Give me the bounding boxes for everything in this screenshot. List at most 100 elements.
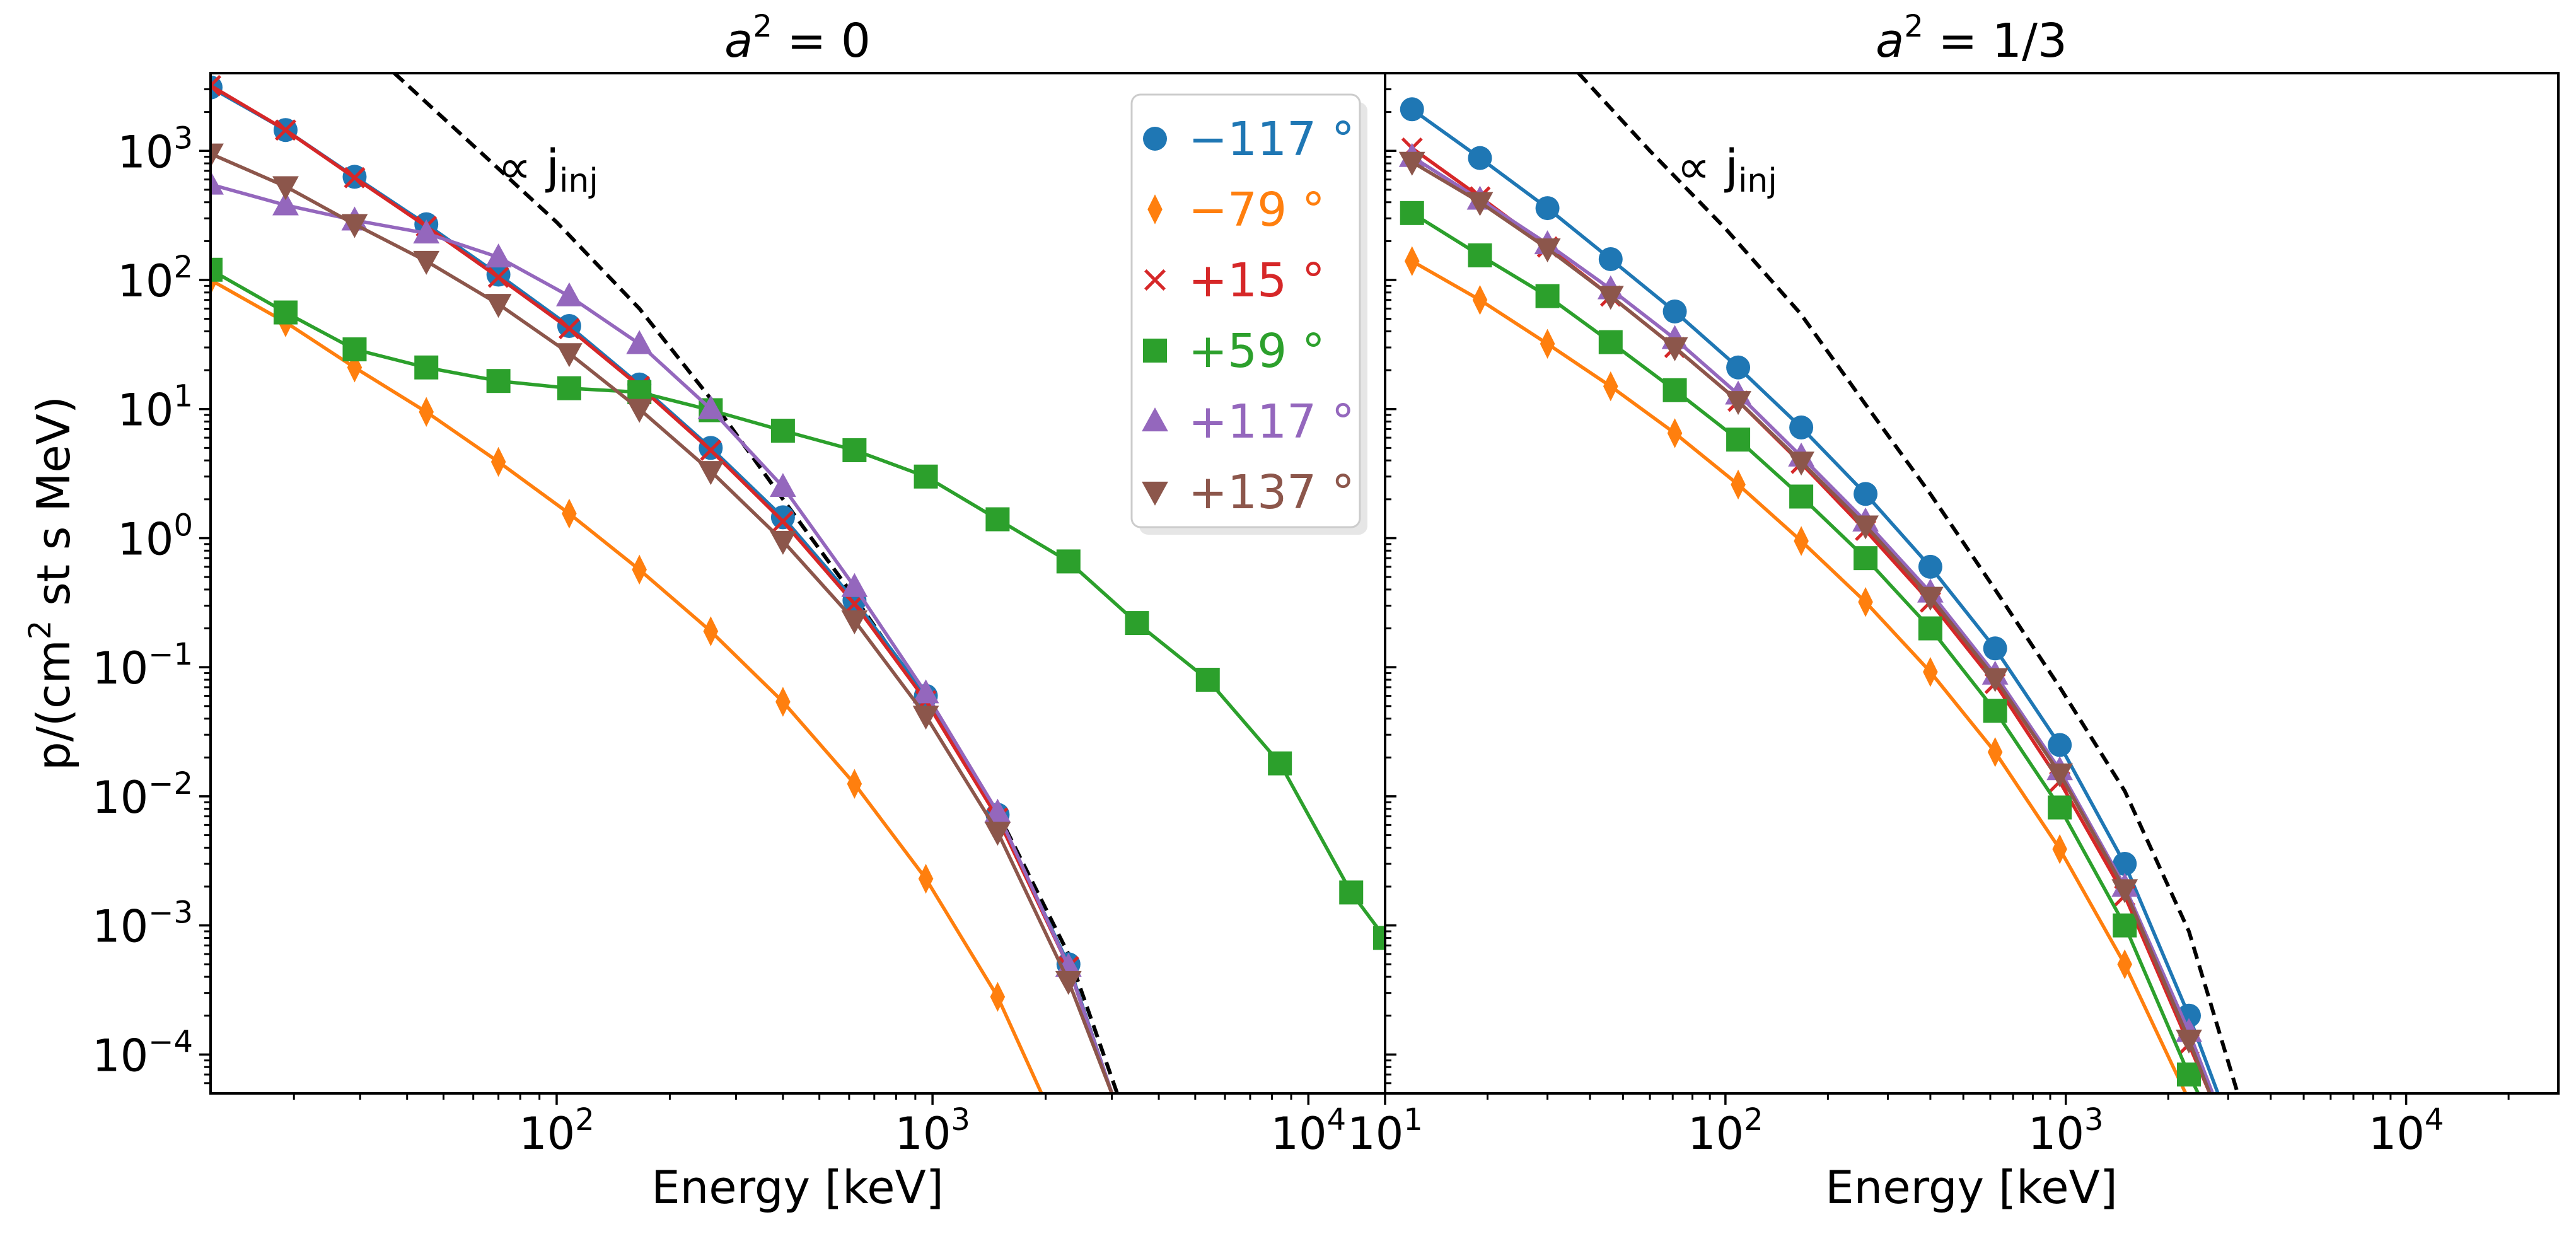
y-tick-label-exponent: −2	[148, 766, 193, 801]
data-point	[775, 687, 791, 717]
data-point	[562, 498, 577, 529]
x-tick-label-exponent: 2	[1744, 1102, 1763, 1138]
x-axis-label-left: Energy [keV]	[651, 1161, 944, 1214]
legend-marker	[1147, 194, 1163, 224]
legend-label: +59 °	[1188, 324, 1325, 378]
panel-right-jinj-annotation: ∝ jinj	[1677, 140, 1777, 200]
data-point	[990, 982, 1006, 1012]
x-tick-label: 104	[1270, 1102, 1346, 1160]
data-point	[1667, 418, 1683, 448]
data-point	[413, 219, 440, 244]
data-point	[1789, 484, 1814, 509]
series-circle	[1400, 97, 2220, 1093]
data-point	[490, 446, 506, 477]
y-tick-label-base: 10	[92, 901, 148, 953]
data-point	[1662, 378, 1687, 402]
x-tick-label: 103	[895, 1102, 970, 1160]
series-line	[1411, 155, 2215, 1093]
data-point	[1468, 243, 1492, 268]
reference-jinj-curve	[1577, 73, 2240, 1093]
data-point	[626, 330, 653, 354]
data-point	[1398, 151, 1425, 176]
data-point	[1918, 616, 1942, 641]
data-point	[1854, 482, 1878, 506]
panel-right-plot-area	[1398, 73, 2240, 1093]
legend-items: −117 ° −79 ° +15 ° +59 ° +117 ° +137 °	[1142, 112, 1355, 520]
y-tick-label: 10−4	[92, 1024, 193, 1081]
data-point	[847, 769, 862, 799]
legend-label: −117 °	[1188, 112, 1355, 166]
x-tick-label-base: 10	[519, 1108, 575, 1160]
x-tick-label: 103	[2028, 1102, 2104, 1160]
data-point	[1598, 330, 1623, 354]
data-point	[2113, 913, 2137, 938]
data-point	[2048, 733, 2072, 757]
series-triangle-down	[1398, 151, 2212, 1093]
legend-entry: +137 °	[1142, 465, 1355, 520]
data-point	[2052, 834, 2067, 864]
y-tick-label-base: 10	[117, 255, 173, 307]
series-line	[1411, 211, 2200, 1093]
data-point	[697, 461, 724, 486]
x-tick-label-exponent: 3	[951, 1102, 970, 1138]
data-point	[626, 399, 653, 423]
y-tick-label-base: 10	[92, 772, 148, 824]
data-point	[1726, 355, 1751, 380]
data-point	[985, 507, 1010, 532]
x-tick-label-exponent: 3	[2084, 1102, 2104, 1138]
data-point	[1662, 299, 1687, 323]
x-tick-label-exponent: 4	[2425, 1102, 2444, 1138]
data-point	[1598, 247, 1623, 271]
series-line	[211, 84, 1114, 1093]
legend-marker	[1143, 127, 1167, 151]
x-axis-label-right: Energy [keV]	[1825, 1161, 2118, 1214]
x-tick-label-base: 10	[2369, 1108, 2425, 1160]
data-point	[558, 318, 580, 340]
panel-left-title: a2 = 0	[724, 9, 871, 68]
data-point	[1534, 238, 1561, 263]
data-point	[769, 473, 796, 498]
data-point	[1788, 451, 1815, 476]
data-point	[414, 355, 439, 380]
y-tick-label: 10−3	[92, 895, 193, 953]
series-triangle-up	[1398, 143, 2215, 1093]
legend-entry: +117 °	[1142, 395, 1355, 449]
x-tick-label: 101	[1347, 1102, 1423, 1160]
data-point	[1603, 371, 1618, 402]
data-point	[2046, 763, 2074, 788]
data-point	[984, 822, 1011, 846]
data-point	[1125, 611, 1149, 636]
panel-right-ticks: 101 102 103 104	[1347, 88, 2510, 1160]
data-point	[1983, 699, 2007, 723]
data-point	[1268, 751, 1292, 776]
panel-left-plot-area	[211, 73, 1385, 1093]
data-point	[912, 679, 939, 704]
x-tick-label-base: 10	[1688, 1108, 1744, 1160]
data-point	[1987, 737, 2003, 767]
series-line	[1411, 108, 2220, 1093]
data-point	[1725, 391, 1751, 416]
y-tick-label-base: 10	[117, 385, 173, 436]
data-point	[413, 250, 440, 275]
series-line	[1411, 259, 2188, 1093]
data-point	[841, 573, 868, 597]
data-point	[1195, 668, 1220, 692]
data-point	[557, 376, 581, 400]
x-tick-label-exponent: 2	[575, 1102, 595, 1138]
data-point	[419, 397, 434, 428]
y-tick-label: 100	[117, 508, 193, 565]
data-point	[1472, 284, 1488, 315]
data-point	[1597, 286, 1624, 310]
series-triangle-up	[211, 170, 1114, 1093]
legend-entry: −79 °	[1147, 183, 1325, 237]
y-tick-label-exponent: −4	[148, 1024, 193, 1059]
y-tick-label: 103	[117, 120, 193, 178]
data-point	[2111, 879, 2138, 904]
data-point	[1339, 880, 1364, 905]
data-point	[842, 438, 867, 462]
data-point	[632, 554, 647, 585]
data-point	[1055, 970, 1082, 995]
y-tick-label-base: 10	[92, 1030, 148, 1081]
